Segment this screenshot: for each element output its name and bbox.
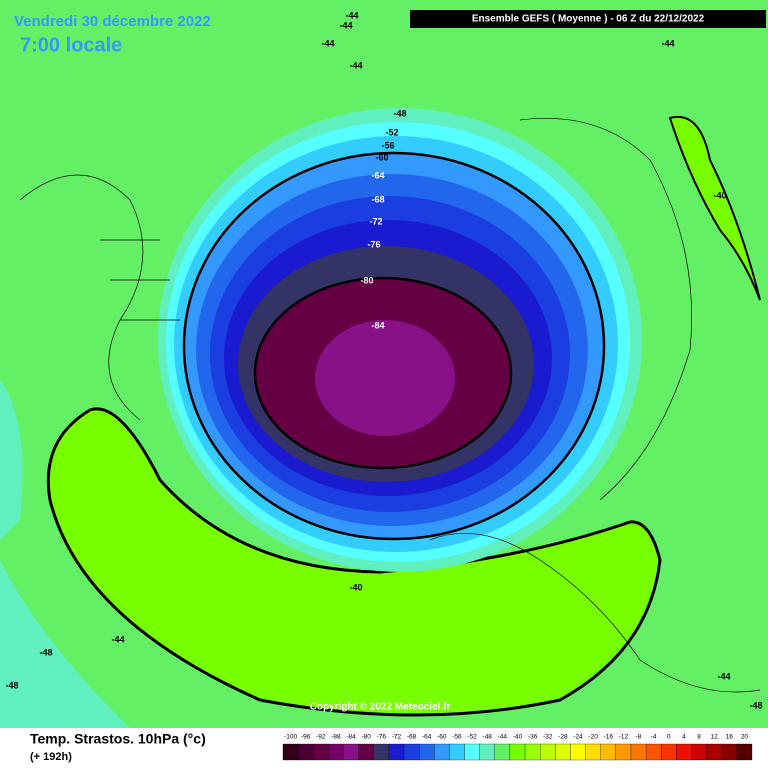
legend-swatch — [297, 743, 314, 761]
contour-label: -56 — [381, 140, 394, 150]
legend-swatch — [373, 743, 390, 761]
contour-label: -48 — [39, 647, 52, 657]
contour-label: -48 — [749, 700, 762, 710]
model-info: Ensemble GEFS ( Moyenne ) - 06 Z du 22/1… — [472, 14, 705, 25]
legend-label: -84 — [346, 734, 356, 741]
contour-label: -80 — [360, 275, 373, 285]
legend-swatch — [509, 743, 526, 761]
contour-label: -48 — [393, 108, 406, 118]
contour-label: -44 — [339, 20, 352, 30]
legend-swatch — [419, 743, 435, 761]
legend-label: -80 — [362, 734, 372, 741]
legend-label: -16 — [604, 734, 614, 741]
legend-label: 8 — [697, 734, 701, 741]
contour-label: -40 — [713, 190, 726, 200]
legend-label: -48 — [483, 734, 493, 741]
legend-label: -92 — [316, 734, 326, 741]
legend-label: -20 — [588, 734, 598, 741]
legend-label: -72 — [392, 734, 402, 741]
legend-swatch — [585, 743, 601, 761]
warm-zone — [46, 407, 662, 717]
legend-swatch — [343, 743, 359, 761]
contour-label: -44 — [321, 38, 334, 48]
legend-swatch — [328, 743, 344, 761]
legend-swatch — [736, 743, 753, 761]
coastlines — [19, 117, 761, 693]
legend-label: -24 — [573, 734, 583, 741]
contour-label: -40 — [349, 582, 362, 592]
contour-label: -60 — [375, 152, 388, 162]
legend-swatch — [479, 743, 495, 761]
legend-label: -12 — [619, 734, 629, 741]
contour-label: -44 — [111, 634, 124, 644]
contour-label: -44 — [717, 671, 730, 681]
legend-label: 0 — [667, 734, 671, 741]
legend-label: -68 — [407, 734, 417, 741]
contour-label: -76 — [367, 239, 380, 249]
contour-label: -44 — [349, 60, 362, 70]
legend-swatch — [494, 743, 511, 761]
legend-swatch — [630, 743, 647, 761]
legend-label: -88 — [331, 734, 341, 741]
legend-swatch — [570, 743, 586, 761]
legend-swatch — [615, 743, 632, 761]
legend-label: 16 — [726, 734, 734, 741]
legend-label: -52 — [467, 734, 477, 741]
cold-zone — [0, 560, 130, 728]
legend-swatch — [449, 743, 465, 761]
legend-label: -4 — [651, 734, 657, 741]
legend-swatch — [388, 743, 405, 761]
contour-label: -44 — [661, 38, 674, 48]
footer-lead: (+ 192h) — [30, 751, 72, 763]
contour-label: -44 — [345, 10, 358, 20]
date: Vendredi 30 décembre 2022 — [14, 13, 211, 30]
legend-swatch — [540, 743, 556, 761]
copyright: Copyright © 2022 Meteociel.fr — [310, 702, 451, 713]
contour-label: -48 — [5, 680, 18, 690]
legend-label: -60 — [437, 734, 447, 741]
legend-swatch — [691, 743, 707, 761]
legend-swatch — [524, 743, 541, 761]
legend-label: -8 — [636, 734, 642, 741]
legend-label: 12 — [711, 734, 719, 741]
contour-label: -68 — [371, 194, 384, 204]
legend-swatch — [313, 743, 329, 761]
footer-title: Temp. Strastos. 10hPa (°c) — [30, 731, 206, 747]
contour-label: -84 — [371, 320, 384, 330]
time: 7:00 locale — [20, 34, 122, 56]
legend-swatch — [358, 743, 374, 761]
warm-zone — [668, 115, 761, 301]
vortex — [158, 108, 642, 572]
legend-label: -100 — [284, 734, 297, 741]
legend-label: -28 — [558, 734, 568, 741]
legend-label: -64 — [422, 734, 432, 741]
legend-swatch — [645, 743, 662, 761]
legend-swatch — [464, 743, 480, 761]
contour-label: -52 — [385, 127, 398, 137]
legend-swatch — [676, 743, 692, 761]
legend-swatch — [706, 743, 722, 761]
legend-swatch — [282, 743, 299, 761]
legend-swatch — [661, 743, 677, 761]
legend-swatch — [434, 743, 450, 761]
legend-label: -40 — [513, 734, 523, 741]
legend-label: -32 — [543, 734, 553, 741]
legend-swatch — [555, 743, 571, 761]
contour-label: -64 — [371, 170, 384, 180]
cold-zone — [0, 380, 23, 540]
legend-label: 4 — [682, 734, 686, 741]
legend-label: -96 — [301, 734, 311, 741]
legend-label: -76 — [377, 734, 387, 741]
legend-swatch — [721, 743, 738, 761]
legend-label: -44 — [498, 734, 508, 741]
model-banner — [410, 10, 766, 28]
legend-label: 20 — [741, 734, 749, 741]
legend-label: -56 — [452, 734, 462, 741]
legend-swatch — [403, 743, 420, 761]
legend-swatch — [600, 743, 616, 761]
contour-label: -72 — [369, 216, 382, 226]
legend-label: -36 — [528, 734, 538, 741]
